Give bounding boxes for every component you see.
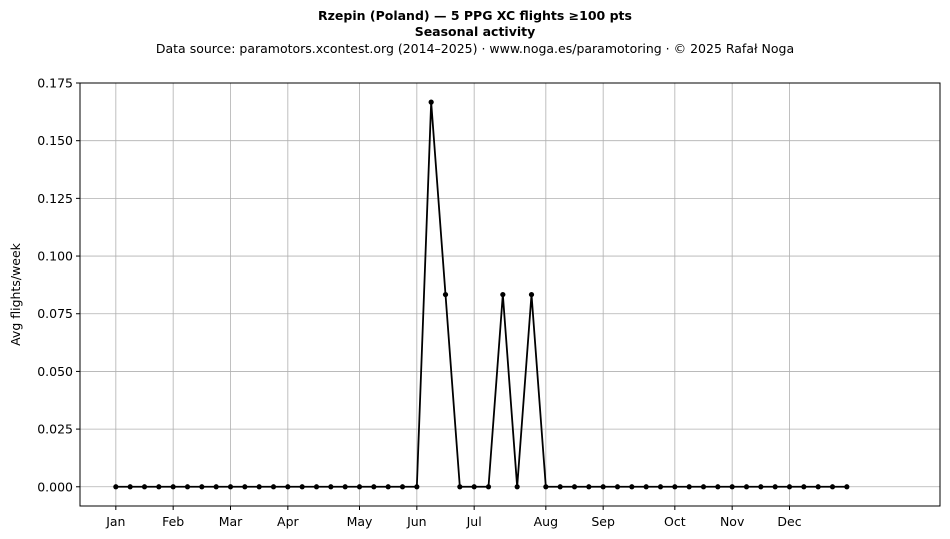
data-point — [829, 484, 836, 490]
y-tick-label: 0.150 — [37, 133, 73, 148]
grid-layer — [80, 82, 940, 506]
x-tick-label: Jul — [466, 514, 482, 529]
data-point — [127, 484, 133, 490]
data-point — [543, 484, 549, 490]
data-point — [199, 484, 205, 490]
data-point — [457, 484, 463, 490]
data-point — [614, 484, 621, 490]
data-point — [772, 484, 778, 490]
data-point — [371, 484, 377, 490]
data-point — [600, 484, 606, 490]
y-tick-label: 0.075 — [37, 306, 73, 321]
series-layer — [113, 99, 850, 490]
chart-subtitle: Seasonal activity — [414, 24, 536, 39]
data-point — [844, 484, 850, 490]
data-point — [557, 484, 563, 490]
data-point — [514, 484, 520, 490]
data-point — [256, 484, 262, 490]
y-tick-label: 0.125 — [37, 191, 73, 206]
data-point — [184, 484, 191, 490]
data-point — [213, 484, 219, 490]
data-point — [715, 484, 721, 490]
x-tick-label: Feb — [162, 514, 184, 529]
y-tick-label: 0.100 — [37, 249, 73, 264]
data-point — [528, 291, 535, 298]
data-point — [227, 484, 234, 490]
data-point — [414, 484, 420, 490]
data-point — [113, 484, 119, 490]
data-point — [485, 484, 492, 490]
data-point — [242, 484, 248, 490]
x-tick-label: Mar — [219, 514, 243, 529]
data-point — [285, 484, 291, 490]
plot-frame — [79, 82, 941, 507]
data-point — [342, 484, 348, 490]
y-tick-label: 0.050 — [37, 364, 73, 379]
data-point — [385, 484, 391, 490]
data-point — [643, 484, 649, 490]
x-tick-label: Nov — [720, 514, 745, 529]
tick-layer: 0.000 0.025 0.050 0.075 0.100 0.125 0.150 0.175… — [37, 76, 802, 530]
x-tick-label: Jun — [406, 514, 427, 529]
data-point — [428, 99, 434, 105]
data-point — [743, 484, 750, 490]
data-point — [815, 484, 821, 490]
data-point — [156, 484, 162, 490]
chart-source-note: Data source: paramotors.xcontest.org (20… — [155, 41, 795, 56]
data-point — [500, 291, 506, 298]
series-line — [115, 102, 847, 488]
data-point — [629, 484, 635, 490]
x-tick-label: Sep — [591, 514, 615, 529]
chart-header: Rzepin (Poland) — 5 PPG XC flights ≥100 … — [0, 8, 950, 58]
data-point — [586, 484, 592, 490]
data-point — [700, 484, 707, 490]
x-tick-label: Apr — [277, 514, 299, 529]
x-tick-label: May — [347, 514, 373, 529]
data-point — [786, 484, 793, 490]
data-point — [313, 484, 320, 490]
data-point — [328, 484, 334, 490]
data-point — [299, 484, 305, 490]
chart-title: Rzepin (Poland) — 5 PPG XC flights ≥100 … — [318, 8, 632, 23]
y-tick-label: 0.000 — [37, 479, 73, 494]
x-tick-label: Jan — [105, 514, 125, 529]
data-point — [356, 484, 363, 490]
data-point — [141, 484, 148, 490]
x-tick-label: Dec — [777, 514, 801, 529]
x-tick-label: Oct — [664, 514, 686, 529]
data-point — [686, 484, 692, 490]
data-point — [758, 484, 764, 490]
x-tick-label: Aug — [534, 514, 558, 529]
data-point — [399, 484, 406, 490]
data-point — [442, 291, 449, 298]
y-tick-label: 0.025 — [37, 422, 73, 437]
data-point — [729, 484, 735, 490]
data-point — [471, 484, 477, 490]
data-point — [657, 484, 664, 490]
data-point — [801, 484, 807, 490]
data-point — [672, 484, 678, 490]
y-tick-label: 0.175 — [37, 76, 73, 91]
y-axis-label: Avg flights/week — [8, 242, 23, 346]
data-point — [270, 484, 277, 490]
data-point — [170, 484, 176, 490]
data-point — [571, 484, 578, 490]
